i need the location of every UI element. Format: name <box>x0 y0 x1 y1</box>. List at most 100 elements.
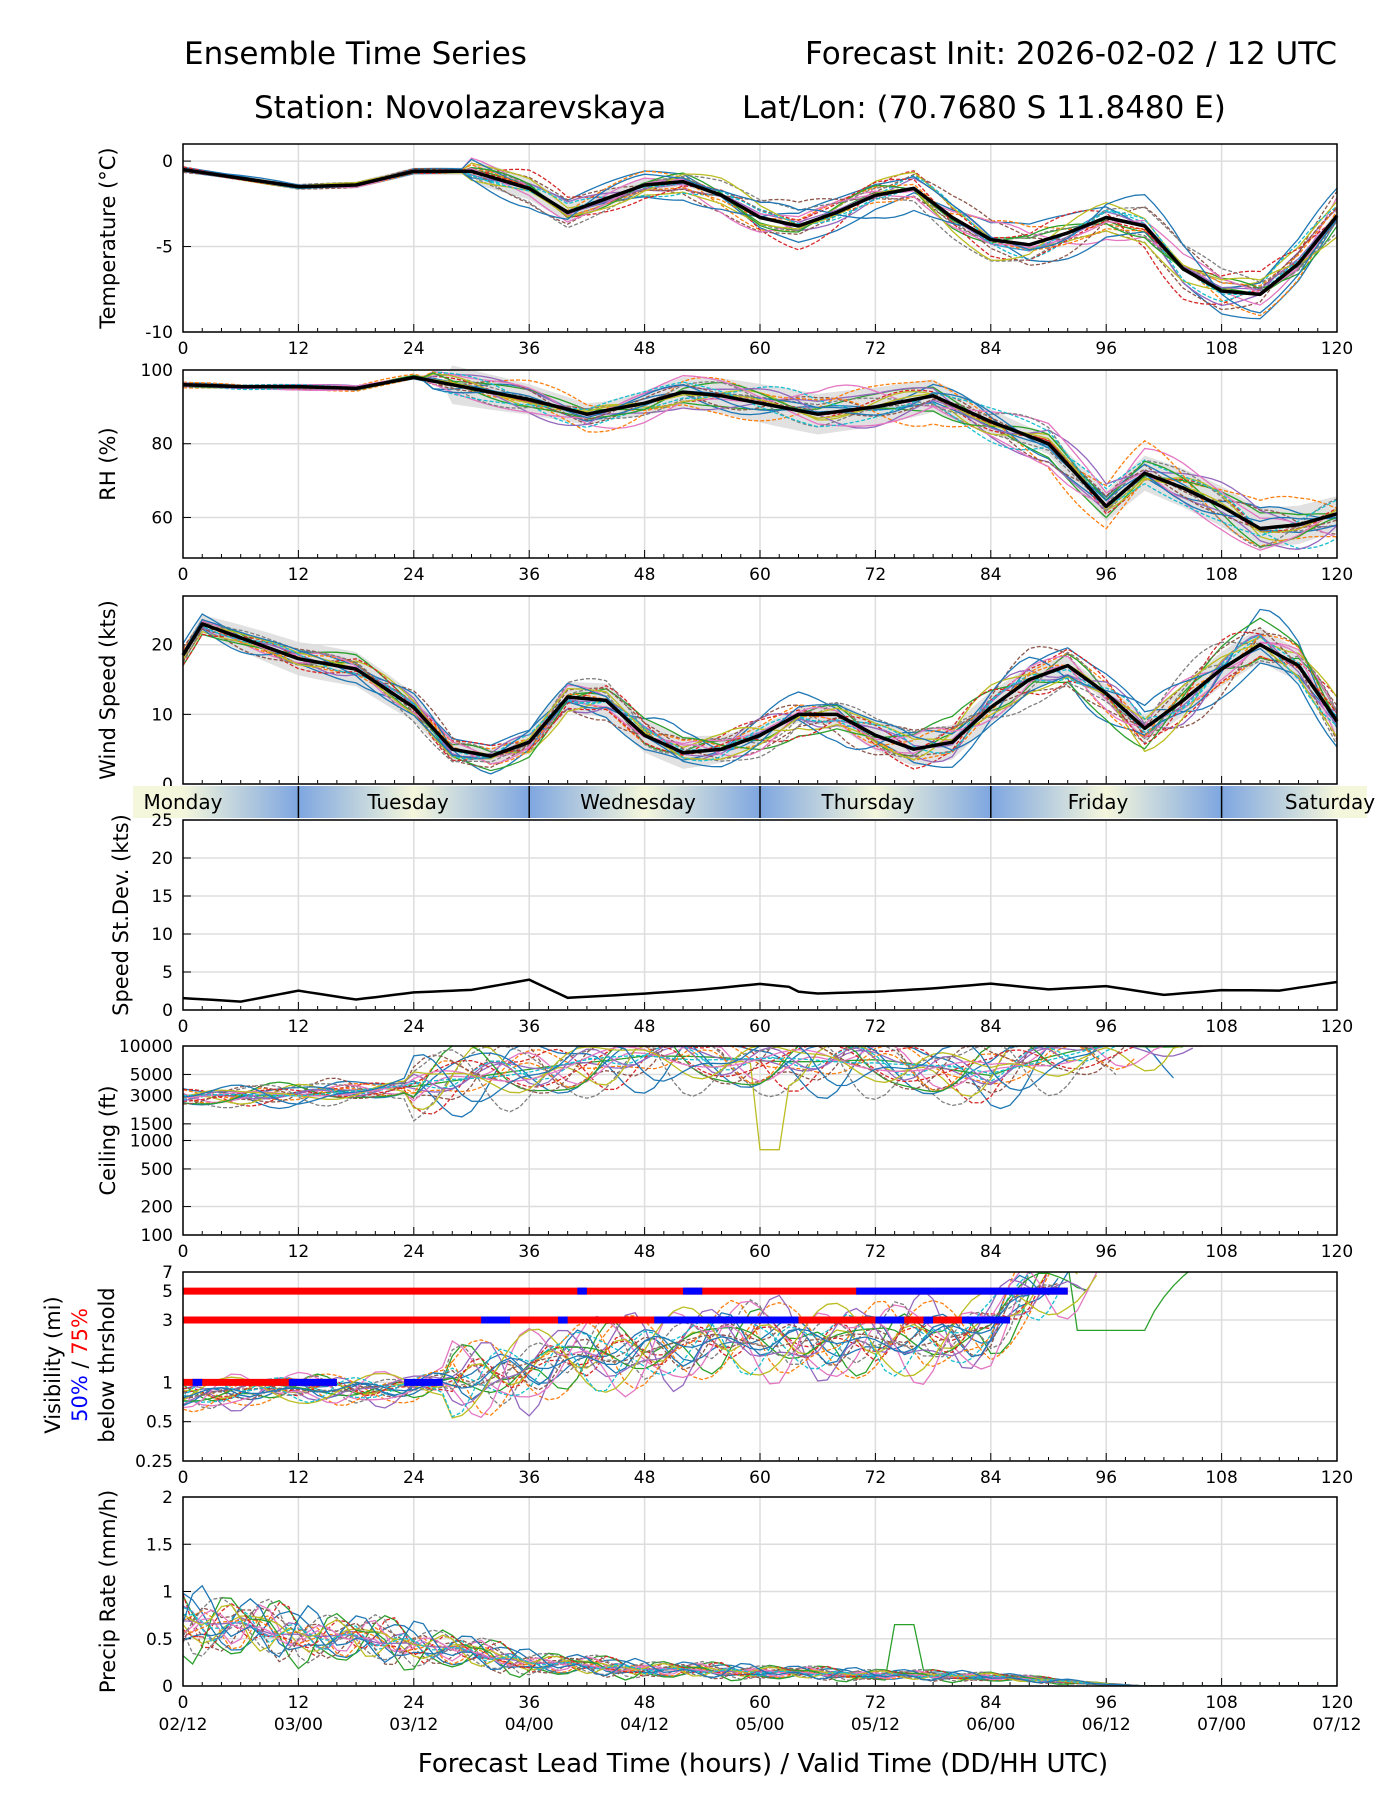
valid-time-label: 02/12 <box>159 1715 208 1735</box>
ensemble-member-line <box>183 1046 1087 1101</box>
x-tick-label: 0 <box>178 1017 189 1037</box>
y-axis-label: Ceiling (ft) <box>96 1085 120 1195</box>
x-tick-label: 12 <box>288 1017 310 1037</box>
valid-time-label: 07/00 <box>1197 1715 1246 1735</box>
y-tick-label: 1.5 <box>146 1535 173 1555</box>
x-tick-label: 60 <box>749 1693 771 1713</box>
x-tick-label: 0 <box>178 1242 189 1262</box>
x-tick-label: 48 <box>634 1017 656 1037</box>
x-tick-label: 120 <box>1321 1017 1353 1037</box>
y-tick-label: -5 <box>156 238 173 258</box>
vis-label-75: 75% <box>68 1308 92 1355</box>
x-tick-label: 48 <box>634 1693 656 1713</box>
y-tick-label: 100 <box>141 361 173 381</box>
ensemble-member-line <box>183 1046 1194 1100</box>
valid-time-label: 03/00 <box>274 1715 323 1735</box>
x-tick-label: 96 <box>1095 1468 1117 1488</box>
valid-time-label: 05/00 <box>736 1715 785 1735</box>
x-tick-label: 0 <box>178 1693 189 1713</box>
y-tick-label: -10 <box>145 323 173 343</box>
valid-time-label: 05/12 <box>851 1715 900 1735</box>
panel-border <box>182 1496 1338 1687</box>
y-tick-label: 0.25 <box>135 1452 173 1472</box>
day-label: Monday <box>144 790 223 814</box>
x-tick-label: 84 <box>980 1693 1002 1713</box>
y-tick-label: 5000 <box>130 1065 173 1085</box>
x-tick-label: 84 <box>980 1017 1002 1037</box>
y-tick-label: 25 <box>151 811 173 831</box>
ensemble-member-line <box>183 1584 1337 1686</box>
panel-precip_rate: 0 0.5 1 1.5 2 Precip Rate (mm/h) 0 12 24 36 48 60 72… <box>96 1488 1362 1735</box>
x-tick-label: 60 <box>749 1017 771 1037</box>
x-tick-label: 108 <box>1205 1468 1237 1488</box>
panel-border <box>182 595 1338 785</box>
day-band <box>529 786 760 818</box>
x-tick-label: 96 <box>1095 1242 1117 1262</box>
x-tick-label: 84 <box>980 1468 1002 1488</box>
x-tick-label: 36 <box>518 1468 540 1488</box>
ensemble-member-line <box>183 631 1337 762</box>
y-tick-label: 10 <box>151 705 173 725</box>
svg-text:50% / 75%: 50% / 75% <box>68 1308 92 1422</box>
x-tick-label: 12 <box>288 1242 310 1262</box>
day-label: Tuesday <box>366 790 449 814</box>
ensemble-member-line <box>183 168 1337 281</box>
x-tick-label: 96 <box>1095 339 1117 359</box>
x-tick-label: 36 <box>518 1242 540 1262</box>
y-axis-label-text: Wind Speed (kts) <box>96 600 120 780</box>
ensemble-members <box>183 608 1337 775</box>
y-tick-label: 5 <box>162 963 173 983</box>
panel-border <box>182 819 1338 1011</box>
day-label: Saturday <box>1285 790 1375 814</box>
y-tick-label: 1 <box>162 1583 173 1603</box>
visibility-ylabel-mid: 50% / 75% <box>68 1308 92 1422</box>
valid-time-label: 03/12 <box>389 1715 438 1735</box>
day-label: Friday <box>1068 790 1129 814</box>
ensemble-member-line <box>183 1046 1203 1104</box>
y-tick-label: 500 <box>141 1160 173 1180</box>
x-tick-label: 24 <box>403 1242 425 1262</box>
day-bar-right-fill <box>1337 786 1367 818</box>
y-axis-label-text: Speed St.Dev. (kts) <box>109 814 133 1016</box>
x-tick-label: 84 <box>980 565 1002 585</box>
x-axis-label: Forecast Lead Time (hours) / Valid Time … <box>418 1749 1108 1779</box>
ensemble-member-line <box>183 1294 1030 1399</box>
x-tick-label: 48 <box>634 339 656 359</box>
ensemble-member-line <box>183 1272 1051 1407</box>
ensemble-members <box>183 1046 1212 1151</box>
y-axis-label-text: Temperature (°C) <box>96 147 120 329</box>
x-tick-label: 120 <box>1321 565 1353 585</box>
day-band <box>760 786 991 818</box>
x-tick-label: 36 <box>518 1693 540 1713</box>
x-tick-label: 36 <box>518 339 540 359</box>
day-label: Thursday <box>821 790 915 814</box>
ensemble-member-line <box>183 1272 1098 1419</box>
x-tick-label: 120 <box>1321 1242 1353 1262</box>
ensemble-member-line <box>183 1602 1337 1686</box>
x-tick-label: 120 <box>1321 1693 1353 1713</box>
ensemble-member-line <box>183 1272 1016 1416</box>
ensemble-member-line <box>183 1620 1337 1686</box>
y-tick-label: 20 <box>151 849 173 869</box>
y-tick-label: 60 <box>151 508 173 528</box>
x-tick-label: 84 <box>980 1242 1002 1262</box>
valid-time-label: 06/00 <box>966 1715 1015 1735</box>
ensemble-members <box>183 1584 1337 1686</box>
ensemble-member-line <box>183 1299 1030 1398</box>
ensemble-member-line <box>183 1046 1097 1105</box>
y-axis-label: Precip Rate (mm/h) <box>96 1490 120 1693</box>
valid-time-label: 06/12 <box>1082 1715 1131 1735</box>
y-tick-label: 15 <box>151 887 173 907</box>
x-tick-label: 108 <box>1205 1017 1237 1037</box>
x-tick-label: 60 <box>749 339 771 359</box>
y-tick-label: 0.5 <box>146 1630 173 1650</box>
x-tick-label: 96 <box>1095 1693 1117 1713</box>
title-left: Ensemble Time Series <box>184 36 527 72</box>
ensemble-member-line <box>183 1046 1069 1102</box>
ensemble-member-line <box>183 1046 1117 1122</box>
y-tick-label: 80 <box>151 435 173 455</box>
y-axis-label-text: Ceiling (ft) <box>96 1085 120 1195</box>
y-axis-label-text: Precip Rate (mm/h) <box>96 1490 120 1693</box>
